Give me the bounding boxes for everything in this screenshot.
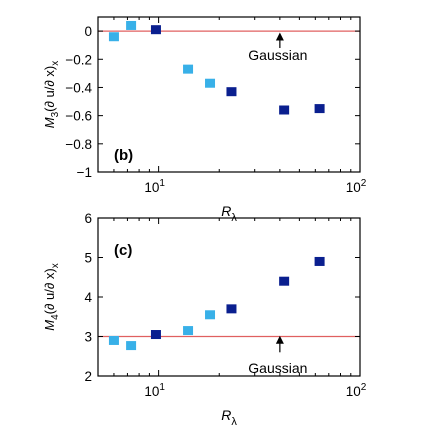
y-axis-label-argument: (∂ u/∂ x) [42, 268, 57, 314]
y-tick-label: 0 [84, 24, 92, 39]
x-tick-label: 101 [144, 382, 165, 399]
annotation-text: Gaussian [248, 47, 307, 63]
y-tick-label: −0.2 [65, 52, 92, 67]
x-tick-label: 101 [144, 178, 165, 195]
data-point [205, 78, 216, 88]
annotation-arrow-head [275, 335, 284, 344]
y-axis-label: M4(∂ u/∂ x)x [42, 263, 61, 330]
y-axis-label-argument-subscript: x [50, 263, 61, 268]
y-tick-label: −0.4 [65, 80, 92, 95]
plot-frame [97, 217, 361, 377]
y-tick-label: 2 [84, 369, 92, 384]
y-axis-label-argument: (∂ u/∂ x) [42, 66, 57, 112]
data-point [183, 64, 194, 74]
x-tick-exponent: 2 [361, 382, 367, 393]
y-axis-label-subscript: 4 [50, 314, 61, 320]
x-tick-exponent: 1 [159, 382, 165, 393]
y-tick-label: −1 [77, 165, 92, 180]
x-axis-label-main: R [221, 203, 231, 219]
panel-label: (c) [114, 242, 132, 259]
data-point [108, 335, 119, 345]
x-tick-exponent: 1 [159, 178, 165, 189]
data-point [226, 87, 237, 97]
data-point [150, 25, 161, 35]
x-axis-label-main: R [221, 407, 231, 423]
y-tick-label: 5 [84, 251, 92, 266]
y-axis-label-main: M [42, 320, 57, 331]
y-tick-label: 6 [84, 211, 92, 226]
data-point [279, 105, 290, 115]
y-axis-label: M3(∂ u/∂ x)x [42, 61, 61, 128]
plot-frame [97, 16, 361, 173]
x-axis-label: Rλ [221, 407, 237, 428]
y-axis-label-argument-subscript: x [50, 61, 61, 66]
y-tick-label: −0.6 [65, 109, 92, 124]
data-point [126, 341, 137, 351]
x-tick-exponent: 2 [361, 178, 367, 189]
data-point [279, 276, 290, 286]
x-tick-base: 10 [144, 180, 159, 195]
x-axis-label-subscript: λ [231, 416, 237, 428]
data-point [183, 326, 194, 336]
data-point [150, 330, 161, 340]
panel-label: (b) [114, 147, 133, 164]
x-axis-label: Rλ [221, 203, 237, 224]
x-tick-base: 10 [346, 180, 361, 195]
y-axis-label-main: M [42, 117, 57, 128]
x-tick-label: 102 [346, 178, 367, 195]
data-point [205, 310, 216, 320]
x-tick-base: 10 [144, 384, 159, 399]
x-tick-label: 102 [346, 382, 367, 399]
data-point [314, 256, 325, 266]
data-point [126, 20, 137, 30]
y-tick-label: −0.8 [65, 137, 92, 152]
data-point [108, 32, 119, 42]
x-tick-base: 10 [346, 384, 361, 399]
y-axis-label-subscript: 3 [50, 111, 61, 117]
data-point [314, 104, 325, 114]
y-tick-label: 3 [84, 330, 92, 345]
annotation-text: Gaussian [248, 360, 307, 376]
y-tick-label: 4 [84, 290, 92, 305]
annotation-arrow-head [275, 32, 284, 41]
data-point [226, 304, 237, 314]
